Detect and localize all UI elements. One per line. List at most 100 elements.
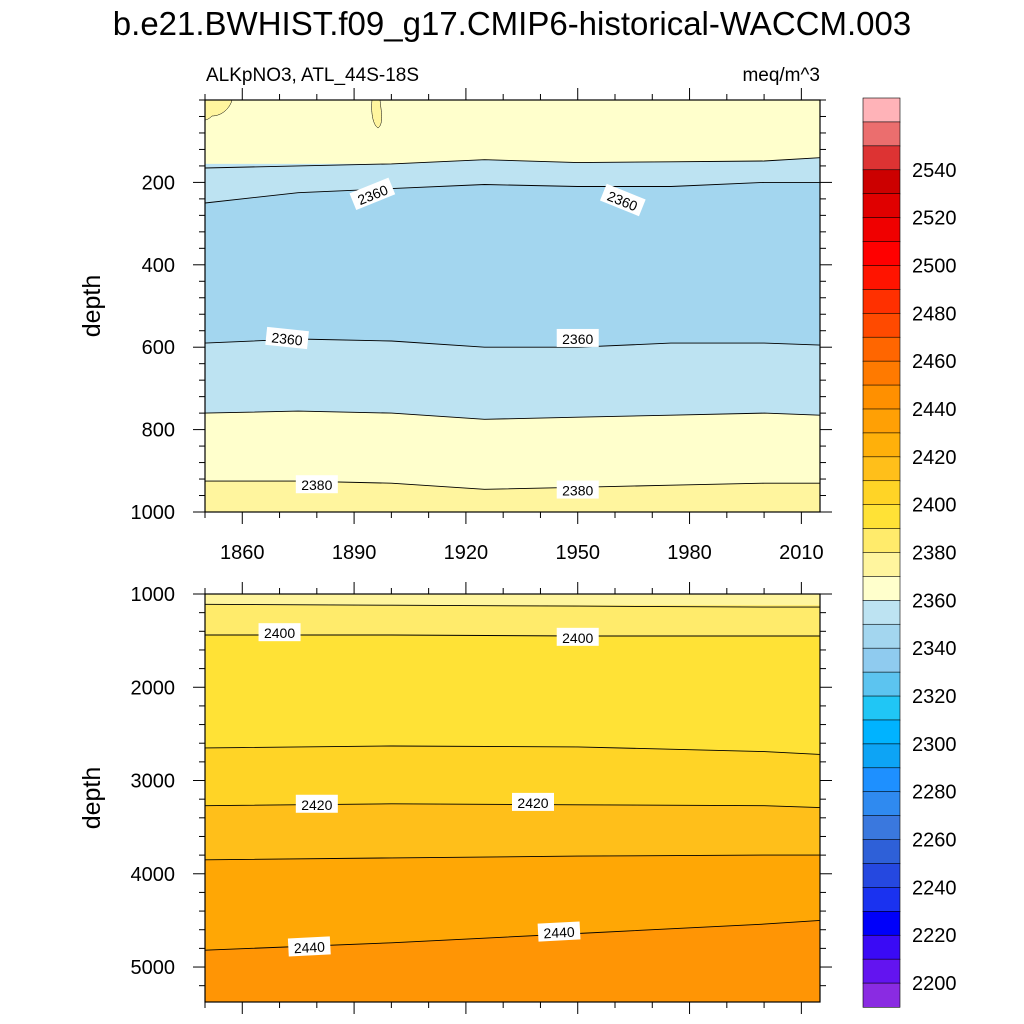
colorbar-label: 2340 — [912, 638, 957, 660]
contour-label-box — [537, 921, 581, 942]
contour-label: 2400 — [556, 627, 599, 646]
colorbar-swatch — [862, 193, 901, 219]
upper-y-axis: 200 400 600 800 1000 — [131, 99, 832, 524]
contour-label-text: 2400 — [562, 630, 593, 646]
contour-band — [205, 100, 820, 167]
x-tick-label: 1980 — [667, 542, 712, 564]
contour-label: 2380 — [556, 480, 599, 499]
colorbar-swatch — [862, 767, 901, 793]
contour-label: 2440 — [287, 936, 331, 957]
colorbar-swatch — [862, 480, 901, 506]
contour-label-text: 2400 — [264, 625, 295, 641]
colorbar-swatch — [862, 384, 901, 410]
contour-label-box — [258, 623, 301, 642]
colorbar-swatch — [862, 552, 901, 578]
colorbar-swatch — [862, 456, 901, 482]
y-tick-label: 1000 — [131, 502, 176, 524]
colorbar-swatch — [862, 958, 901, 984]
contour-band — [205, 594, 820, 607]
y-tick-label: 800 — [142, 420, 175, 442]
contour-label: 2440 — [537, 921, 581, 942]
colorbar-swatch — [862, 169, 901, 195]
colorbar-swatch — [862, 623, 901, 649]
colorbar-label: 2300 — [912, 734, 957, 756]
colorbar-swatch — [862, 695, 901, 721]
colorbar-swatch — [862, 600, 901, 625]
colorbar-swatch — [862, 145, 901, 171]
x-tick-label: 1920 — [444, 542, 489, 564]
lower-plot-area — [205, 594, 820, 1002]
y-tick-label: 600 — [142, 337, 175, 359]
colorbar-label: 2440 — [912, 399, 957, 421]
colorbar-swatch — [862, 241, 901, 267]
colorbar-swatch — [862, 576, 901, 601]
colorbar: 2200 2220 2240 2260 2280 2300 2320 2340 2360 2380… — [862, 97, 957, 1008]
colorbar-swatch — [862, 934, 901, 960]
contour-label-box — [287, 936, 331, 957]
colorbar-swatch — [862, 911, 901, 936]
contour-band-fill — [205, 481, 820, 512]
y-tick-label: 3000 — [131, 771, 176, 793]
colorbar-swatch — [862, 743, 901, 769]
colorbar-swatch — [862, 839, 901, 865]
colorbar-label: 2540 — [912, 160, 957, 182]
contour-line — [205, 338, 820, 348]
colorbar-label: 2380 — [912, 543, 957, 565]
upper-surface-features — [205, 100, 382, 129]
colorbar-swatch — [862, 312, 901, 338]
contour-label-box — [295, 475, 338, 494]
y-tick-label: 2000 — [131, 677, 176, 699]
x-tick-label: 1950 — [555, 542, 600, 564]
upper-plot-area — [205, 100, 820, 512]
colorbar-swatch — [862, 97, 901, 123]
colorbar-swatch — [862, 647, 901, 673]
colorbar-label: 2260 — [912, 830, 957, 852]
colorbar-swatch — [862, 408, 901, 434]
contour-label-text: 2440 — [543, 924, 575, 942]
contour-label-box — [295, 794, 338, 813]
colorbar-label: 2280 — [912, 782, 957, 804]
y-tick-label: 200 — [142, 172, 175, 194]
contour-label-box — [349, 177, 396, 211]
chart-title: b.e21.BWHIST.f09_g17.CMIP6-historical-WA… — [113, 5, 911, 42]
y-tick-label: 400 — [142, 255, 175, 277]
contour-line — [205, 181, 820, 204]
contour-label-box — [265, 326, 309, 350]
contour-label: 2420 — [295, 794, 338, 813]
lower-contour-labels: 2400 2400 2420 2420 2440 2440 — [258, 623, 599, 957]
colorbar-label: 2500 — [912, 255, 957, 277]
contour-line — [205, 854, 820, 861]
colorbar-swatch — [862, 265, 901, 290]
upper-plot-frame — [204, 99, 821, 513]
contour-line — [205, 410, 820, 420]
contour-label: 2360 — [265, 326, 309, 350]
contour-label-box — [556, 627, 599, 646]
contour-line — [205, 157, 820, 169]
contour-label-text: 2360 — [562, 331, 593, 347]
lower-panel: 2400 2400 2420 2420 2440 2440 1000 2000 3000 400… — [78, 582, 832, 1014]
contour-label-text: 2380 — [562, 483, 593, 499]
colorbar-label: 2460 — [912, 351, 957, 373]
x-tick-label: 1890 — [332, 542, 377, 564]
colorbar-label: 2420 — [912, 447, 957, 469]
contour-label-box — [512, 792, 554, 811]
contour-label-box — [599, 183, 646, 217]
colorbar-swatch — [862, 336, 901, 362]
lower-y-axis-label: depth — [78, 767, 106, 830]
colorbar-swatch — [862, 217, 901, 243]
colorbar-swatch — [862, 982, 901, 1008]
contour-label: 2380 — [295, 475, 338, 494]
lower-plot-frame — [204, 593, 821, 1003]
lower-bands — [205, 594, 820, 1002]
contour-line — [205, 603, 820, 608]
contour-band-fill — [205, 920, 820, 1002]
upper-y-axis-label: depth — [78, 275, 106, 338]
contour-label-text: 2380 — [301, 477, 332, 493]
colorbar-label: 2480 — [912, 303, 957, 325]
colorbar-swatch — [862, 360, 901, 386]
y-tick-label: 4000 — [131, 864, 176, 886]
colorbar-swatch — [862, 671, 901, 697]
colorbar-swatch — [862, 504, 901, 530]
